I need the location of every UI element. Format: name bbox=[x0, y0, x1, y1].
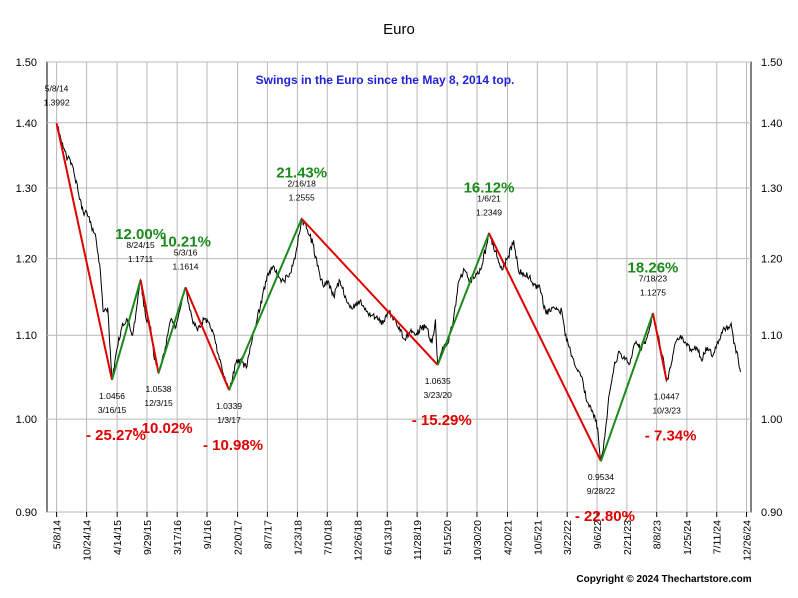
swing-line-up bbox=[599, 313, 654, 462]
euro-price-line bbox=[56, 123, 741, 462]
percent-label-down: - 10.02% bbox=[133, 420, 193, 437]
percent-label-up: 18.26% bbox=[628, 259, 679, 276]
point-labels: 5/8/14 1.3992 1.0456 3/16/15 8/24/15 1.1711 1.… bbox=[44, 83, 681, 496]
x-tick-label: 2/21/23 bbox=[622, 520, 634, 555]
y-tick-label-left: 0.90 bbox=[16, 507, 37, 519]
x-tick-label: 4/14/15 bbox=[112, 520, 124, 555]
point-label-value: 1.0456 bbox=[99, 391, 125, 401]
x-axis: 5/8/14 10/24/14 4/14/15 9/29/15 3/17/16 9/1/1… bbox=[52, 512, 754, 561]
y-tick-label-left: 1.40 bbox=[16, 118, 37, 130]
swing-line-down bbox=[139, 279, 160, 374]
y-tick-label-left: 1.20 bbox=[16, 254, 37, 266]
y-tick-label-right: 1.20 bbox=[761, 254, 782, 266]
point-label-date: 8/24/15 bbox=[126, 240, 155, 250]
x-tick-label: 10/30/20 bbox=[472, 520, 484, 561]
y-tick-label-right: 0.90 bbox=[761, 507, 782, 519]
swing-line-down bbox=[300, 218, 439, 366]
x-tick-label: 5/8/14 bbox=[52, 520, 64, 549]
chart-title: Euro bbox=[383, 21, 415, 38]
y-tick-label-left: 1.30 bbox=[16, 183, 37, 195]
y-tick-label-right: 1.40 bbox=[761, 118, 782, 130]
point-label-date: 1/6/21 bbox=[477, 193, 501, 203]
point-label-date: 9/28/22 bbox=[587, 486, 616, 496]
y-tick-label-left: 1.10 bbox=[16, 330, 37, 342]
x-tick-label: 12/26/24 bbox=[742, 520, 754, 561]
x-tick-label: 8/7/17 bbox=[262, 520, 274, 549]
point-label-date: 10/3/23 bbox=[652, 406, 681, 416]
x-tick-label: 2/20/17 bbox=[233, 520, 245, 555]
x-tick-label: 10/5/21 bbox=[532, 520, 544, 555]
point-label-value: 1.0339 bbox=[216, 401, 242, 411]
percent-label-down: - 7.34% bbox=[645, 428, 697, 445]
x-tick-label: 7/10/18 bbox=[322, 520, 334, 555]
point-label-value: 1.2349 bbox=[476, 207, 502, 217]
y-axis-right: 0.90 1.00 1.10 1.20 1.30 1.40 1.50 bbox=[761, 57, 782, 519]
point-label-date: 3/23/20 bbox=[424, 390, 453, 400]
point-label-value: 1.0635 bbox=[425, 376, 451, 386]
x-tick-label: 10/24/14 bbox=[82, 520, 94, 561]
point-label-value: 1.0447 bbox=[654, 392, 680, 402]
y-tick-label-right: 1.50 bbox=[761, 57, 782, 69]
y-axis-left: 0.90 1.00 1.10 1.20 1.30 1.40 1.50 bbox=[16, 57, 37, 519]
x-tick-label: 9/6/22 bbox=[592, 520, 604, 549]
x-tick-label: 9/1/16 bbox=[202, 520, 214, 549]
swing-line-up bbox=[228, 218, 303, 391]
point-label-date: 5/8/14 bbox=[45, 83, 69, 93]
x-tick-label: 12/26/18 bbox=[352, 520, 364, 561]
x-tick-label: 5/15/20 bbox=[442, 520, 454, 555]
point-label-date: 7/18/23 bbox=[639, 273, 668, 283]
percent-label-up: 16.12% bbox=[464, 179, 515, 196]
percent-label-up: 12.00% bbox=[115, 226, 166, 243]
point-label-value: 1.0538 bbox=[146, 384, 172, 394]
x-tick-label: 4/20/21 bbox=[503, 520, 515, 555]
x-tick-label: 1/23/18 bbox=[292, 520, 304, 555]
y-tick-label-left: 1.00 bbox=[16, 414, 37, 426]
point-label-date: 12/3/15 bbox=[144, 398, 173, 408]
percent-label-down: - 22.80% bbox=[575, 508, 635, 525]
point-label-date: 3/16/15 bbox=[98, 405, 127, 415]
point-label-date: 5/3/16 bbox=[174, 247, 198, 257]
point-label-date: 2/16/18 bbox=[287, 179, 316, 189]
point-label-value: 1.1614 bbox=[173, 261, 199, 271]
point-label-value: 1.1711 bbox=[128, 254, 154, 264]
y-tick-label-left: 1.50 bbox=[16, 57, 37, 69]
y-tick-label-right: 1.00 bbox=[761, 414, 782, 426]
x-tick-label: 6/13/19 bbox=[382, 520, 394, 555]
swing-line-down bbox=[488, 232, 602, 462]
point-label-value: 1.1275 bbox=[640, 287, 666, 297]
x-tick-label: 3/17/16 bbox=[172, 520, 184, 555]
point-label-value: 1.3992 bbox=[44, 97, 70, 107]
grid bbox=[47, 61, 751, 513]
swing-line-up bbox=[157, 287, 187, 374]
percent-label-up: 10.21% bbox=[160, 233, 211, 250]
point-label-value: 1.2555 bbox=[289, 193, 315, 203]
swing-line-up bbox=[436, 232, 490, 366]
swing-lines bbox=[55, 123, 668, 462]
x-tick-label: 11/28/19 bbox=[412, 520, 424, 560]
y-tick-label-right: 1.30 bbox=[761, 183, 782, 195]
percent-label-down: - 15.29% bbox=[412, 412, 472, 429]
point-label-date: 1/3/17 bbox=[217, 415, 241, 425]
percent-label-up: 21.43% bbox=[276, 165, 327, 182]
x-tick-label: 1/25/24 bbox=[682, 520, 694, 555]
swing-line-down bbox=[55, 123, 113, 381]
point-label-value: 0.9534 bbox=[588, 472, 614, 482]
x-tick-label: 9/29/15 bbox=[142, 520, 154, 555]
x-tick-label: 7/11/24 bbox=[712, 520, 724, 554]
x-tick-label: 3/22/22 bbox=[562, 520, 574, 555]
chart-subtitle: Swings in the Euro since the May 8, 2014… bbox=[256, 73, 515, 87]
swing-line-down bbox=[184, 286, 230, 391]
percent-label-down: - 10.98% bbox=[203, 437, 263, 454]
percent-label-down: - 25.27% bbox=[86, 427, 146, 444]
swing-line-down bbox=[651, 313, 668, 381]
price-series bbox=[56, 123, 741, 462]
swing-line-up bbox=[111, 279, 142, 381]
y-tick-label-right: 1.10 bbox=[761, 330, 782, 342]
x-tick-label: 8/8/23 bbox=[652, 520, 664, 549]
percent-labels: - 25.27% 12.00% - 10.02% 10.21% - 10.98% 21.4… bbox=[86, 165, 697, 525]
copyright-text: Copyright © 2024 Thechartstore.com bbox=[576, 574, 751, 585]
